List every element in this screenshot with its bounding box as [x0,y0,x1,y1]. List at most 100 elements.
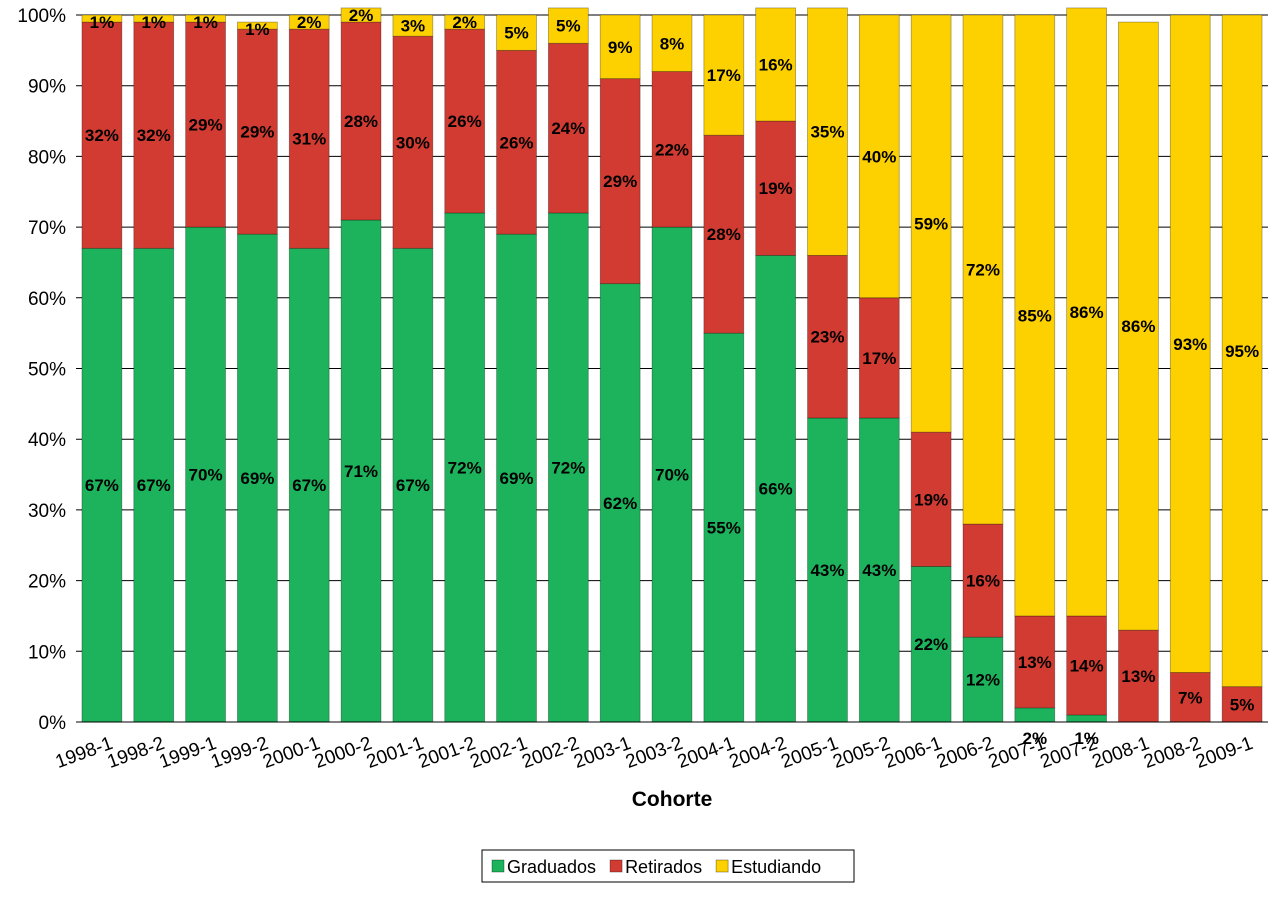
y-tick-label: 10% [28,642,66,663]
bar-graduados-2001-1 [392,247,434,723]
bar-graduados-2000-1 [288,247,330,723]
data-label-retirados: 17% [862,349,896,368]
legend-swatch-estudiando [715,859,729,873]
bar-retirados-2001-1 [392,35,434,249]
bar-estudiando-2009-1 [1221,14,1263,688]
bar-estudiando-2001-1 [392,14,434,37]
data-label-estudiando: 95% [1225,342,1259,361]
data-label-graduados: 2% [1022,729,1047,748]
y-tick-label: 60% [28,289,66,310]
legend-swatch-graduados [491,859,505,873]
legend-label-retirados: Retirados [625,857,702,877]
legend-swatch-retirados [609,859,623,873]
data-label-retirados: 31% [292,130,326,149]
y-tick-label: 0% [39,713,67,734]
bar-graduados-2000-2 [340,219,382,723]
data-label-graduados: 12% [966,671,1000,690]
bar-estudiando-1998-1 [81,14,123,23]
data-label-estudiando: 72% [966,261,1000,280]
bar-retirados-2002-1 [496,49,537,235]
data-label-graduados: 66% [759,480,793,499]
data-label-estudiando: 5% [504,24,529,43]
bar-retirados-1998-1 [81,21,123,249]
data-label-estudiando: 17% [707,66,741,85]
bar-estudiando-2005-1 [807,7,848,256]
bar-retirados-1998-2 [133,21,175,249]
data-label-estudiando: 1% [193,13,218,32]
bar-estudiando-1999-2 [237,21,278,30]
legend: Graduados Retirados Estudiando [481,849,855,883]
bar-estudiando-2004-2 [755,7,797,122]
bar-graduados-2001-2 [444,212,486,723]
data-label-retirados: 22% [655,140,689,159]
data-label-graduados: 71% [344,462,378,481]
bar-retirados-2008-1 [1118,629,1159,723]
data-label-estudiando: 35% [810,123,844,142]
bar-retirados-2003-2 [651,71,693,228]
bar-graduados-2002-2 [547,212,589,723]
bar-estudiando-2005-2 [858,14,900,299]
bar-graduados-1999-1 [185,226,226,723]
data-label-retirados: 24% [551,119,585,138]
data-label-graduados: 70% [655,466,689,485]
data-label-graduados: 72% [551,458,585,477]
data-label-retirados: 28% [344,112,378,131]
y-axis-ticks: 0% 10% 20% 30% 40% 50% 60% 70% 80% 90% 100% [17,6,66,734]
bar-estudiando-2006-2 [962,14,1004,525]
legend-label-graduados: Graduados [507,857,596,877]
y-tick-label: 40% [28,430,66,451]
data-label-retirados: 26% [448,112,482,131]
bar-retirados-2001-2 [444,28,486,214]
data-label-estudiando: 1% [245,20,270,39]
data-label-estudiando: 86% [1121,317,1155,336]
data-label-graduados: 67% [137,476,171,495]
bar-estudiando-2003-1 [599,14,641,80]
data-label-estudiando: 93% [1173,335,1207,354]
data-label-retirados: 30% [396,133,430,152]
data-label-retirados: 29% [240,123,274,142]
data-label-graduados: 72% [448,458,482,477]
bar-retirados-2006-2 [962,523,1004,638]
data-label-graduados: 67% [85,476,119,495]
bar-retirados-2004-1 [703,134,745,334]
data-label-estudiando: 2% [349,6,374,25]
data-label-graduados: 69% [500,469,534,488]
bar-graduados-2004-2 [755,254,797,723]
data-label-estudiando: 8% [660,34,685,53]
data-label-estudiando: 2% [452,13,477,32]
data-label-graduados: 43% [810,561,844,580]
data-label-estudiando: 85% [1018,306,1052,325]
bar-graduados-2006-1 [910,566,952,723]
data-label-graduados: 69% [240,469,274,488]
bar-graduados-2005-2 [858,417,900,723]
x-axis-ticks: 1998-11998-21999-11999-22000-12000-22001… [53,733,1256,773]
y-tick-label: 20% [28,572,66,593]
bar-estudiando-2008-2 [1169,14,1211,673]
data-label-retirados: 26% [500,133,534,152]
y-tick-label: 80% [28,147,66,168]
bar-graduados-2007-2 [1066,714,1107,723]
data-label-retirados: 13% [1121,667,1155,686]
bar-graduados-2007-1 [1014,707,1056,723]
bar-retirados-2005-2 [858,297,900,419]
bar-graduados-2002-1 [496,233,537,723]
legend-box [481,849,855,883]
data-label-estudiando: 59% [914,215,948,234]
x-tick-label: 2009-1 [1193,733,1256,773]
bar-estudiando-2002-1 [496,14,537,51]
bar-graduados-2006-2 [962,636,1004,723]
bar-estudiando-2007-1 [1014,14,1056,617]
y-tick-label: 100% [17,6,66,27]
data-label-retirados: 7% [1178,688,1203,707]
data-label-graduados: 1% [1074,729,1099,748]
y-tick-label: 90% [28,77,66,98]
data-label-retirados: 5% [1230,695,1255,714]
bar-graduados-2003-1 [599,283,641,723]
data-label-estudiando: 3% [401,17,426,36]
bar-estudiando-2008-1 [1118,21,1159,631]
bar-retirados-2009-1 [1221,686,1263,723]
data-label-retirados: 23% [810,328,844,347]
data-label-retirados: 29% [603,172,637,191]
data-label-estudiando: 9% [608,38,633,57]
data-label-estudiando: 40% [862,147,896,166]
